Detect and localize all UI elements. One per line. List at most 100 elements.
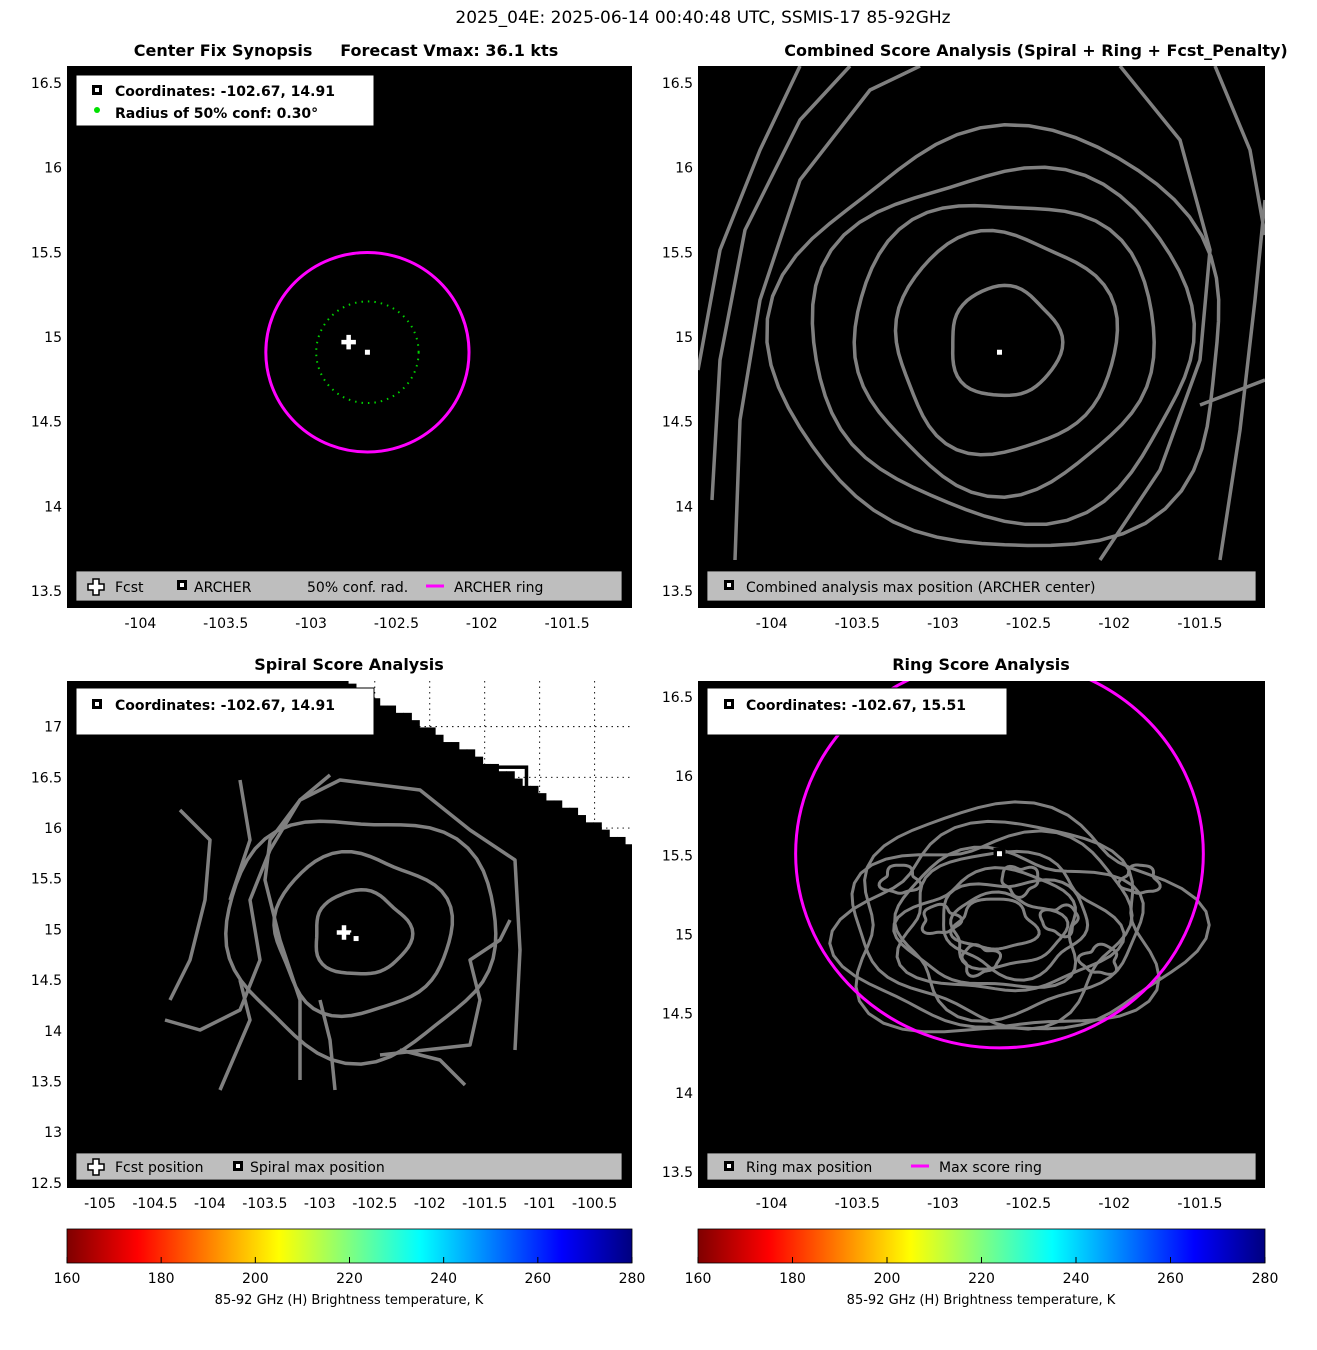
score-contour bbox=[1213, 66, 1265, 236]
y-tick-label: 13 bbox=[44, 1125, 62, 1141]
colorbar-tick-label: 220 bbox=[968, 1271, 995, 1287]
y-tick-label: 16 bbox=[675, 161, 693, 177]
colorbar-tick-label: 220 bbox=[336, 1271, 363, 1287]
colorbar-tick-label: 280 bbox=[619, 1271, 646, 1287]
y-tick-label: 16 bbox=[44, 821, 62, 837]
spiral-contour bbox=[168, 808, 212, 1001]
x-tick-label: -102 bbox=[1098, 616, 1130, 632]
y-tick-label: 14.5 bbox=[662, 1007, 693, 1023]
legend-label: Fcst position bbox=[115, 1160, 203, 1176]
y-tick-label: 16.5 bbox=[662, 76, 693, 92]
y-tick-label: 16 bbox=[44, 161, 62, 177]
colorbar-ticks: 160 180 200 220 240 260 280 bbox=[685, 1257, 1279, 1287]
legend-label: 50% conf. rad. bbox=[307, 580, 408, 596]
score-contour bbox=[1098, 66, 1212, 561]
ring-contour bbox=[1038, 903, 1080, 939]
y-tick-label: 14.5 bbox=[31, 415, 62, 431]
tick-labels: -104 -103.5 -103 -102.5 -102 -101.5 13.5 14 14.5… bbox=[662, 690, 1223, 1212]
y-tick-label: 12.5 bbox=[31, 1176, 62, 1192]
colorbar-tick-label: 200 bbox=[874, 1271, 901, 1287]
y-tick-label: 14.5 bbox=[662, 415, 693, 431]
x-tick-label: -103 bbox=[295, 616, 327, 632]
y-tick-label: 15 bbox=[675, 330, 693, 346]
ring-contour bbox=[1000, 864, 1040, 899]
x-tick-label: -102 bbox=[414, 1196, 446, 1212]
info-box: Coordinates: -102.67, 14.91 Radius of 50… bbox=[75, 74, 375, 127]
x-tick-label: -102.5 bbox=[1006, 1196, 1051, 1212]
forecast-marker bbox=[339, 333, 358, 351]
ring-contour bbox=[854, 800, 1211, 1034]
panel-title: Center Fix Synopsis Forecast Vmax: 36.1 … bbox=[134, 41, 558, 60]
score-contour bbox=[1218, 199, 1265, 561]
confidence-circle bbox=[315, 300, 420, 405]
ring-contour bbox=[850, 829, 1134, 1031]
colorbar-label: 85-92 GHz (H) Brightness temperature, K bbox=[215, 1293, 484, 1308]
y-tick-label: 16 bbox=[675, 769, 693, 785]
y-tick-label: 15.5 bbox=[662, 848, 693, 864]
x-tick-label: -103.5 bbox=[835, 1196, 880, 1212]
overlay bbox=[698, 681, 1265, 1188]
score-contour bbox=[710, 66, 852, 501]
panel-synopsis: Center Fix Synopsis Forecast Vmax: 36.1 … bbox=[31, 41, 632, 632]
y-tick-label: 16.5 bbox=[662, 690, 693, 706]
y-tick-label: 16.5 bbox=[31, 770, 62, 786]
x-tick-label: -104 bbox=[125, 616, 157, 632]
y-tick-label: 17 bbox=[44, 720, 62, 736]
legend: Ring max position Max score ring bbox=[706, 1152, 1257, 1181]
x-tick-label: -101 bbox=[524, 1196, 556, 1212]
panel-ring: Ring Score Analysis -104 -103.5 -103 -102.5… bbox=[662, 655, 1265, 1212]
y-tick-label: 14 bbox=[44, 499, 62, 515]
info-box: Coordinates: -102.67, 14.91 bbox=[75, 687, 375, 736]
y-tick-label: 14 bbox=[44, 1024, 62, 1040]
spiral-contour bbox=[228, 779, 252, 901]
x-tick-label: -101.5 bbox=[1177, 1196, 1222, 1212]
y-tick-label: 15 bbox=[44, 330, 62, 346]
score-contour bbox=[698, 66, 802, 371]
ring-contour bbox=[895, 849, 1126, 993]
legend: Fcst position Spiral max position bbox=[75, 1152, 623, 1181]
spiral-contour bbox=[314, 887, 415, 976]
score-contour bbox=[765, 123, 1221, 548]
legend-label: Combined analysis max position (ARCHER c… bbox=[746, 580, 1095, 596]
y-tick-label: 14.5 bbox=[31, 973, 62, 989]
archer-ring bbox=[264, 250, 471, 454]
overlay bbox=[698, 66, 1265, 608]
spiral-contour bbox=[224, 819, 498, 1066]
colorbar-right: 160 180 200 220 240 260 280 85-92 GHz (H) Brig… bbox=[685, 1228, 1279, 1308]
legend: Combined analysis max position (ARCHER c… bbox=[706, 570, 1257, 602]
x-tick-label: -103.5 bbox=[242, 1196, 287, 1212]
spiral-contour bbox=[272, 849, 455, 1019]
x-tick-label: -100.5 bbox=[572, 1196, 617, 1212]
colorbar-tick-label: 180 bbox=[148, 1271, 175, 1287]
ring-contour bbox=[877, 863, 923, 895]
spiral-contour bbox=[399, 1048, 467, 1087]
ring-contour bbox=[949, 897, 1041, 951]
y-tick-label: 15.5 bbox=[31, 245, 62, 261]
panel-title: Spiral Score Analysis bbox=[254, 655, 444, 674]
x-tick-label: -102 bbox=[466, 616, 498, 632]
legend-label: Max score ring bbox=[939, 1160, 1042, 1176]
plus-icon bbox=[87, 1158, 105, 1176]
colorbar-tick-label: 160 bbox=[54, 1271, 81, 1287]
legend: Fcst ARCHER 50% conf. rad. ARCHER ring bbox=[75, 570, 623, 602]
y-tick-label: 15 bbox=[675, 928, 693, 944]
ring-contour bbox=[942, 878, 1090, 982]
x-tick-label: -101.5 bbox=[1177, 616, 1222, 632]
spiral-contour bbox=[218, 979, 252, 1091]
colorbar-tick-label: 280 bbox=[1252, 1271, 1279, 1287]
ring-contour bbox=[920, 902, 964, 936]
ring-contour bbox=[828, 819, 1161, 1029]
colorbar-ticks: 160 180 200 220 240 260 280 bbox=[54, 1257, 646, 1287]
legend-label: ARCHER bbox=[194, 580, 252, 596]
tick-labels: -104 -103.5 -103 -102.5 -102 -101.5 13.5 14 14.5… bbox=[662, 76, 1223, 632]
y-tick-label: 14 bbox=[675, 1086, 693, 1102]
x-tick-label: -103 bbox=[927, 616, 959, 632]
info-radius: Radius of 50% conf: 0.30° bbox=[115, 106, 318, 122]
x-tick-label: -103 bbox=[927, 1196, 959, 1212]
x-tick-label: -102 bbox=[1098, 1196, 1130, 1212]
ring-contour bbox=[1116, 863, 1162, 895]
ring-contour bbox=[949, 890, 1070, 971]
info-coordinates: Coordinates: -102.67, 14.91 bbox=[115, 698, 335, 714]
spiral-contour bbox=[263, 778, 522, 1080]
